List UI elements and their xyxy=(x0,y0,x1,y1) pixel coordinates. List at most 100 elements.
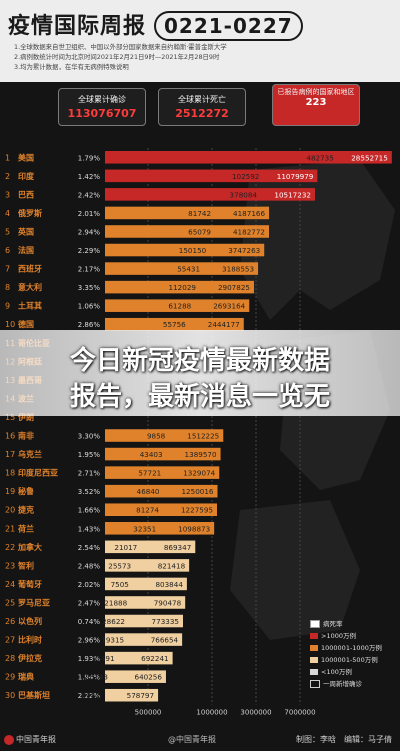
publisher-logo: 中国青年报 xyxy=(4,734,56,745)
bar-cumulative xyxy=(105,466,220,479)
stat-global-cases: 全球累计确诊 113076707 xyxy=(58,88,146,126)
rank-number: 15 xyxy=(5,413,15,422)
country-label: 英国 xyxy=(17,226,34,236)
rank-number: 3 xyxy=(5,190,10,199)
rank-number: 20 xyxy=(5,506,15,515)
fatality-rate-label: 2.94% xyxy=(78,228,101,236)
cumulative-label: 10517232 xyxy=(274,190,311,199)
fatality-rate-label: 2.02% xyxy=(78,581,101,589)
rank-number: 5 xyxy=(5,227,10,236)
legend-swatch xyxy=(310,657,318,663)
weekly-new-label: 43403 xyxy=(140,450,163,459)
weekly-new-label: 378084 xyxy=(230,190,258,199)
cumulative-label: 28552715 xyxy=(351,153,388,162)
weekly-new-label: 102592 xyxy=(232,172,259,181)
country-label: 罗马尼亚 xyxy=(18,598,50,607)
rank-number: 22 xyxy=(5,543,15,552)
rank-number: 1 xyxy=(5,153,10,162)
fatality-rate-label: 1.43% xyxy=(78,525,101,533)
logo-icon xyxy=(4,734,14,745)
weekly-new-label: 21017 xyxy=(114,543,137,552)
legend: 病死率 >1000万例 1000001-1000万例 1000001-500万例… xyxy=(310,618,394,690)
country-label: 美国 xyxy=(18,152,34,162)
country-label: 印度 xyxy=(18,171,35,181)
cumulative-label: 4187166 xyxy=(233,209,265,218)
fatality-rate-label: 2.17% xyxy=(78,266,101,274)
weekly-new-label: 9858 xyxy=(147,432,166,441)
bar-cumulative xyxy=(105,262,259,275)
rank-number: 24 xyxy=(5,580,15,589)
bar-cumulative xyxy=(105,522,215,535)
headline-line-1: 今日新冠疫情最新数据 xyxy=(69,346,330,376)
bar-cumulative xyxy=(105,503,218,516)
bar-cumulative xyxy=(105,243,265,257)
legend-item: 病死率 xyxy=(310,618,394,630)
bar-cumulative xyxy=(105,484,218,498)
weekly-new-label: 55431 xyxy=(177,265,200,274)
legend-label: 1000001-500万例 xyxy=(321,656,378,664)
cumulative-label: 1227595 xyxy=(181,506,213,515)
fatality-rate-label: 1.66% xyxy=(78,507,101,515)
fatality-rate-label: 0.74% xyxy=(78,618,101,626)
fatality-rate-label: 3.52% xyxy=(78,488,101,496)
stat-value: 223 xyxy=(305,97,327,108)
cumulative-label: 3188553 xyxy=(222,265,254,274)
cumulative-label: 2444177 xyxy=(208,320,240,329)
stat-countries: 已报告病例的国家和地区 223 xyxy=(272,84,360,126)
fatality-rate-label: 1.42% xyxy=(78,173,101,181)
weekly-new-label: 81274 xyxy=(136,506,159,515)
rank-number: 19 xyxy=(5,487,15,496)
cumulative-label: 1512225 xyxy=(187,432,219,441)
headline-overlay: 今日新冠疫情最新数据 报告，最新消息一览无 xyxy=(0,330,400,416)
date-range: 0221-0227 xyxy=(154,11,303,41)
rank-number: 21 xyxy=(5,524,15,533)
x-tick-label: 3000000 xyxy=(240,709,271,717)
weekly-new-label: 21888 xyxy=(104,598,127,607)
weekly-new-label: 28622 xyxy=(102,617,125,626)
rank-number: 7 xyxy=(5,265,10,274)
stat-label: 全球累计死亡 xyxy=(178,95,226,104)
legend-item: >1000万例 xyxy=(310,630,394,642)
country-label: 法国 xyxy=(18,245,34,255)
weekly-new-label: 27491 xyxy=(92,654,115,663)
legend-label: 病死率 xyxy=(323,620,343,628)
legend-swatch xyxy=(310,645,318,651)
legend-item: 一周新增确诊 xyxy=(310,678,394,690)
weekly-new-label: 7505 xyxy=(111,580,129,589)
rank-number: 17 xyxy=(5,450,15,459)
bar-cumulative xyxy=(105,559,190,572)
legend-swatch xyxy=(310,669,318,675)
credits: 制图：李晗 编辑：马子倩 xyxy=(296,735,392,744)
logo-text: 中国青年报 xyxy=(16,735,56,744)
bar-cumulative xyxy=(105,633,183,646)
weekly-new-label: 19315 xyxy=(101,636,124,645)
bar-cumulative xyxy=(105,577,187,591)
country-label: 伊朗 xyxy=(17,412,34,422)
bar-cumulative xyxy=(105,447,221,461)
country-label: 智利 xyxy=(18,560,34,570)
fatality-rate-label: 2.01% xyxy=(78,210,101,218)
weekly-new-label: 57721 xyxy=(138,469,161,478)
fatality-rate-label: 2.22% xyxy=(78,692,101,700)
cumulative-label: 1250016 xyxy=(181,487,213,496)
country-label: 南非 xyxy=(18,431,34,441)
fatality-rate-label: 2.54% xyxy=(78,544,101,552)
bar-cumulative xyxy=(105,651,173,665)
legend-swatch xyxy=(310,633,318,639)
headline-line-2: 报告，最新消息一览无 xyxy=(69,382,330,412)
bar-cumulative xyxy=(105,206,270,220)
country-label: 巴基斯坦 xyxy=(18,690,50,700)
fatality-rate-label: 2.71% xyxy=(78,470,101,478)
summary-stats: 全球累计确诊 113076707 全球累计死亡 2512272 已报告病例的国家… xyxy=(0,84,400,132)
fatality-rate-label: 1.94% xyxy=(78,674,101,682)
note-2: 2.病例数统计时间为北京时间2021年2月21日9时—2021年2月28日9时 xyxy=(14,53,220,61)
rank-number: 26 xyxy=(5,617,15,626)
bar-cumulative xyxy=(105,670,166,683)
fatality-rate-label: 3.35% xyxy=(78,284,101,292)
bar-cumulative xyxy=(105,188,315,201)
legend-swatch xyxy=(310,680,320,688)
rank-number: 6 xyxy=(5,246,10,255)
country-label: 葡萄牙 xyxy=(17,579,42,589)
fatality-rate-label: 1.95% xyxy=(78,451,101,459)
